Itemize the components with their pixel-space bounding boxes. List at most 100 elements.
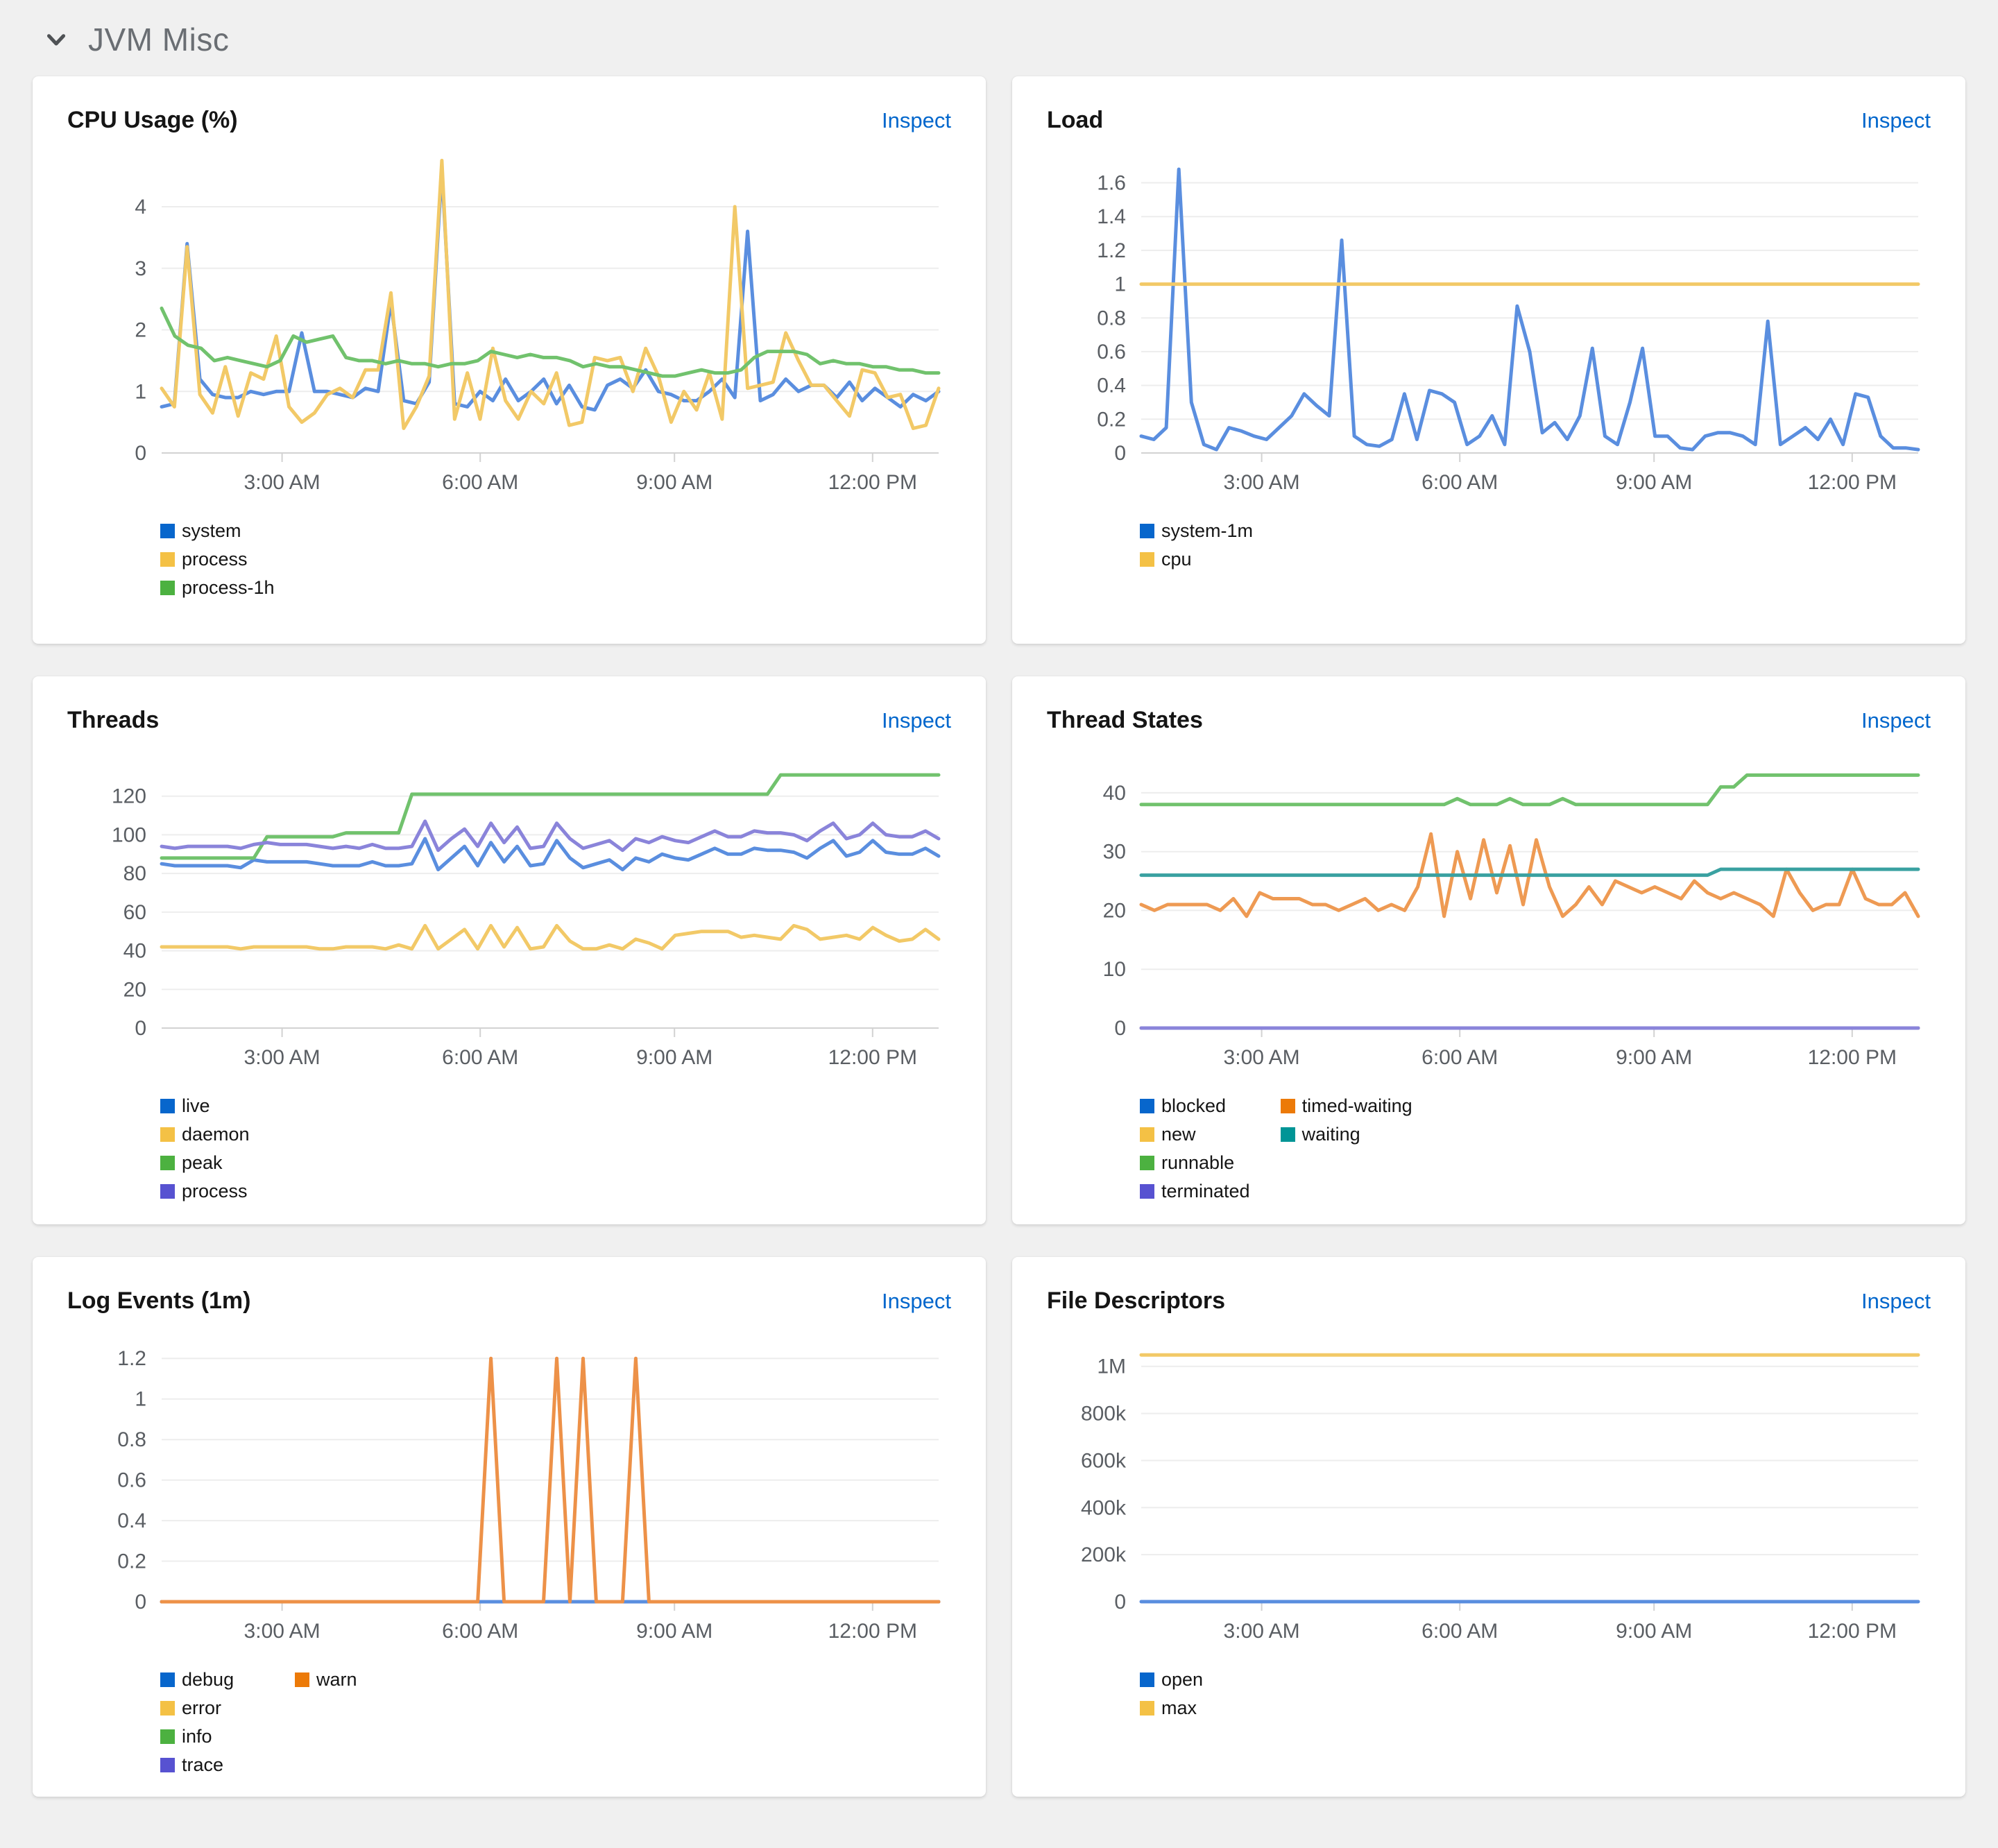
legend-swatch-icon xyxy=(1140,552,1154,567)
inspect-link-log-events[interactable]: Inspect xyxy=(882,1289,951,1313)
y-tick-label: 0 xyxy=(135,442,146,465)
y-tick-label: 0.4 xyxy=(117,1509,146,1532)
y-tick-label: 1 xyxy=(135,380,146,403)
series-line-process xyxy=(160,819,941,853)
legend-label: timed-waiting xyxy=(1301,1095,1412,1116)
panel-title-load: Load xyxy=(1047,107,1104,133)
cpu-usage-chart: 0 1 2 3 4 3:00 AM 6:00 AM 9:00 AM 12:00 PM xyxy=(33,139,986,502)
legend-label: cpu xyxy=(1161,549,1192,570)
x-tick-label: 9:00 AM xyxy=(1616,471,1692,494)
legend-item-debug: debug xyxy=(160,1669,264,1691)
series-line-system-1m xyxy=(1139,167,1920,452)
legend-label: new xyxy=(1161,1124,1196,1145)
panel-file-descriptors: File Descriptors Inspect 0 200k 400k 600k 80… xyxy=(1012,1257,1965,1797)
cpu-usage-chart-svg: 0 1 2 3 4 3:00 AM 6:00 AM 9:00 AM 12:00 PM xyxy=(135,158,941,494)
series-line-peak xyxy=(160,773,941,860)
legend-label: waiting xyxy=(1301,1124,1360,1145)
x-tick-label: 3:00 AM xyxy=(1224,471,1300,494)
legend-item-live: live xyxy=(160,1095,264,1117)
legend-item-process-1h: process-1h xyxy=(160,577,275,599)
x-tick-label: 6:00 AM xyxy=(1421,471,1498,494)
legend-label: debug xyxy=(182,1669,234,1690)
legend-swatch-icon xyxy=(1140,1099,1154,1113)
inspect-link-cpu-usage[interactable]: Inspect xyxy=(882,108,951,132)
legend-label: runnable xyxy=(1161,1152,1235,1173)
panel-log-events: Log Events (1m) Inspect 0 0.2 0.4 0.6 0.8 1 1.… xyxy=(33,1257,986,1797)
legend-label: error xyxy=(182,1697,222,1718)
legend-swatch-icon xyxy=(1140,1184,1154,1199)
legend-item-process: process xyxy=(160,1181,264,1202)
section-title: JVM Misc xyxy=(88,22,230,58)
legend-label: info xyxy=(182,1726,212,1747)
legend-item-open: open xyxy=(1140,1669,1244,1691)
legend-item-peak: peak xyxy=(160,1152,264,1174)
x-tick-label: 6:00 AM xyxy=(442,1620,518,1643)
legend-swatch-icon xyxy=(1140,1701,1154,1716)
y-tick-label: 0 xyxy=(1114,1017,1126,1040)
legend-swatch-icon xyxy=(160,1156,175,1170)
legend-swatch-icon xyxy=(1140,524,1154,538)
x-tick-label: 3:00 AM xyxy=(244,1046,321,1069)
y-tick-label: 0 xyxy=(1114,442,1126,465)
inspect-link-file-descriptors[interactable]: Inspect xyxy=(1861,1289,1931,1313)
legend-item-blocked: blocked xyxy=(1140,1095,1250,1117)
y-tick-label: 0 xyxy=(135,1017,146,1040)
panel-cpu-usage: CPU Usage (%) Inspect 0 1 2 3 4 3:00 AM 6:00 A… xyxy=(33,76,986,644)
x-tick-label: 9:00 AM xyxy=(636,471,712,494)
threads-chart-svg: 0 20 40 60 80 100 120 3:00 AM 6:00 AM 9:00 AM 12:0… xyxy=(112,773,941,1069)
file-descriptors-legend: open max xyxy=(1140,1669,1965,1719)
file-descriptors-chart: 0 200k 400k 600k 800k 1M 3:00 AM 6:00 AM 9:00 AM… xyxy=(1012,1320,1965,1651)
load-chart-svg: 0 0.2 0.4 0.6 0.8 1 1.2 1.4 1.6 3:00 AM 6:00 AM 9:0… xyxy=(1097,167,1920,494)
legend-swatch-icon xyxy=(160,1729,175,1744)
panel-title-log-events: Log Events (1m) xyxy=(67,1287,251,1314)
x-tick-label: 6:00 AM xyxy=(1421,1046,1498,1069)
legend-label: max xyxy=(1161,1697,1197,1718)
y-tick-label: 1 xyxy=(135,1388,146,1411)
y-tick-label: 0.4 xyxy=(1097,375,1126,397)
legend-column: warn xyxy=(295,1669,399,1691)
legend-swatch-icon xyxy=(1140,1127,1154,1142)
log-events-chart: 0 0.2 0.4 0.6 0.8 1 1.2 3:00 AM 6:00 AM 9:00 AM 12… xyxy=(33,1320,986,1651)
y-tick-label: 100 xyxy=(112,823,146,846)
inspect-link-threads[interactable]: Inspect xyxy=(882,708,951,733)
threads-chart: 0 20 40 60 80 100 120 3:00 AM 6:00 AM 9:00 AM 12:0… xyxy=(33,739,986,1077)
legend-column: timed-waiting waiting xyxy=(1280,1095,1412,1145)
x-tick-label: 6:00 AM xyxy=(442,471,518,494)
series-line-warn xyxy=(160,1356,941,1604)
series-line-daemon xyxy=(160,923,941,951)
x-tick-label: 12:00 PM xyxy=(828,1046,917,1069)
legend-item-error: error xyxy=(160,1697,264,1719)
legend-label: system xyxy=(182,520,241,541)
legend-item-cpu: cpu xyxy=(1140,549,1253,570)
legend-swatch-icon xyxy=(160,1127,175,1142)
panel-grid: CPU Usage (%) Inspect 0 1 2 3 4 3:00 AM 6:00 A… xyxy=(33,76,1965,1797)
legend-label: process xyxy=(182,1181,248,1201)
inspect-link-thread-states[interactable]: Inspect xyxy=(1861,708,1931,733)
legend-column: blocked new runnable terminated xyxy=(1140,1095,1250,1202)
inspect-link-load[interactable]: Inspect xyxy=(1861,108,1931,132)
legend-swatch-icon xyxy=(160,552,175,567)
y-tick-label: 3 xyxy=(135,257,146,280)
series-line-waiting xyxy=(1139,867,1920,878)
legend-item-info: info xyxy=(160,1726,264,1747)
series-line-process-1h xyxy=(160,306,941,378)
legend-swatch-icon xyxy=(1280,1099,1295,1113)
legend-label: process xyxy=(182,549,248,570)
section-toggle-jvm-misc[interactable]: JVM Misc xyxy=(33,0,1965,76)
log-events-legend: debug error info trace warn xyxy=(160,1669,986,1776)
legend-swatch-icon xyxy=(160,1099,175,1113)
y-tick-label: 200k xyxy=(1081,1543,1127,1566)
legend-label: blocked xyxy=(1161,1095,1227,1116)
panel-title-thread-states: Thread States xyxy=(1047,707,1203,733)
y-tick-label: 0.6 xyxy=(117,1469,146,1492)
legend-swatch-icon xyxy=(1140,1156,1154,1170)
x-tick-label: 9:00 AM xyxy=(636,1046,712,1069)
panel-threads: Threads Inspect 0 20 40 60 80 100 120 3:00 AM 6:… xyxy=(33,676,986,1224)
y-tick-label: 60 xyxy=(123,901,146,924)
y-tick-label: 4 xyxy=(135,196,146,219)
y-tick-label: 1.6 xyxy=(1097,172,1126,195)
thread-states-legend: blocked new runnable terminated timed-waitin… xyxy=(1140,1095,1965,1202)
y-tick-label: 1 xyxy=(1114,273,1126,296)
legend-column: open max xyxy=(1140,1669,1244,1719)
